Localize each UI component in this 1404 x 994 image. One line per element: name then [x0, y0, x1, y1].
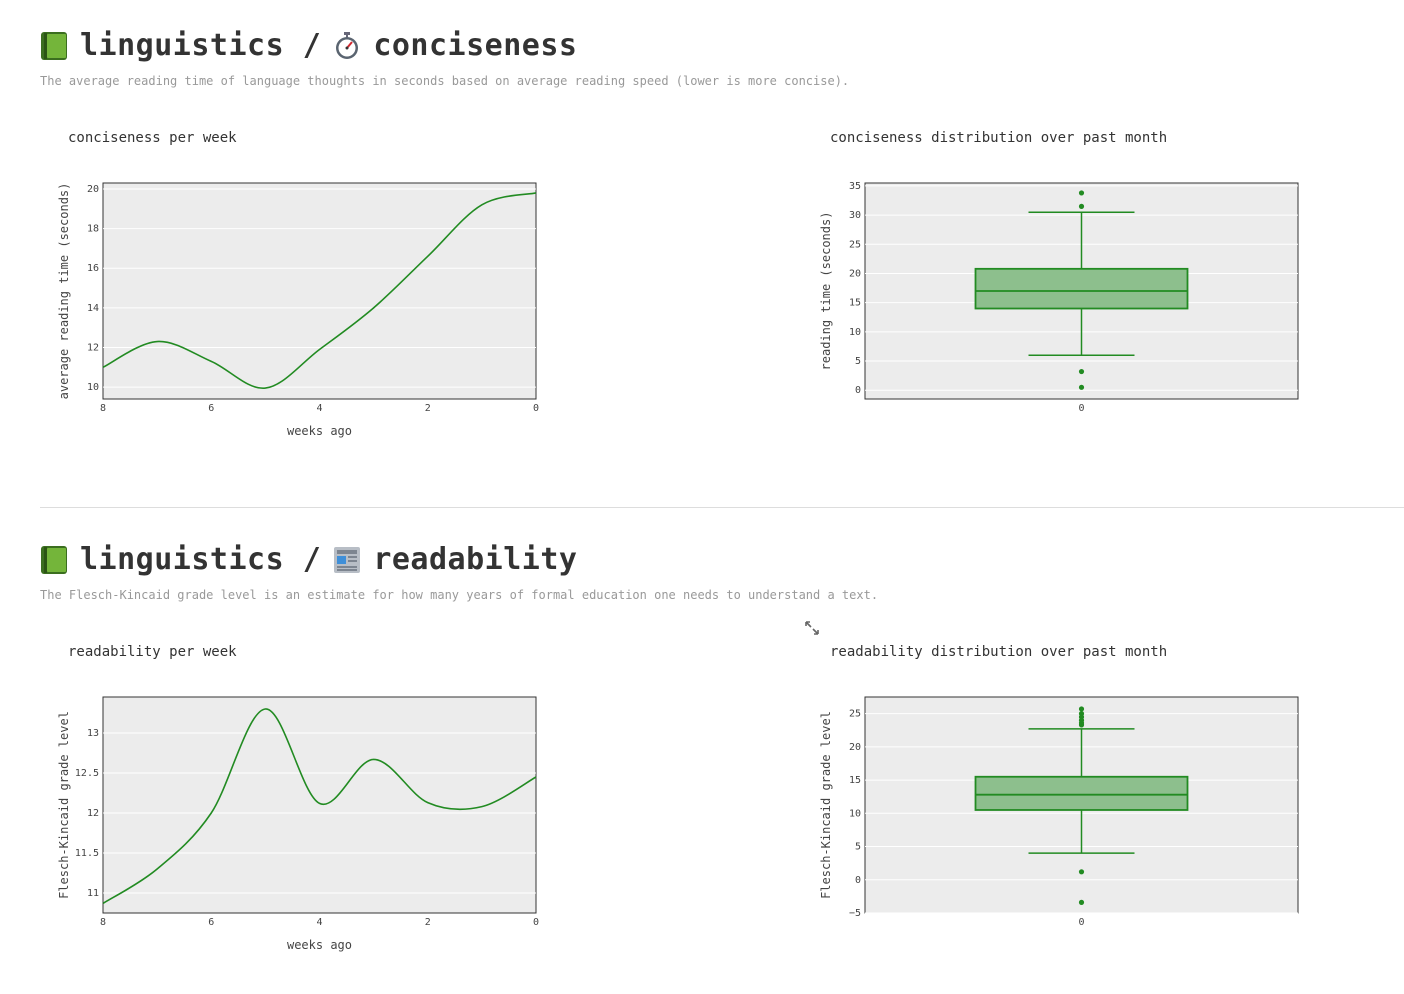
y-axis-label: Flesch-Kincaid grade level — [57, 711, 71, 899]
chart-title: conciseness per week — [68, 130, 237, 146]
outlier-point — [1078, 190, 1085, 196]
section-name: conciseness — [373, 28, 578, 63]
y-tick-label: 10 — [849, 808, 861, 819]
y-tick-label: 16 — [87, 263, 99, 274]
green-book-icon — [41, 545, 67, 574]
x-axis-label: weeks ago — [287, 938, 352, 952]
outlier-point — [1078, 384, 1085, 390]
newspaper-icon — [334, 546, 361, 573]
box — [974, 775, 1189, 811]
y-tick-label: 15 — [849, 298, 861, 309]
y-tick-label: 12.5 — [75, 768, 99, 779]
y-axis-label: Flesch-Kincaid grade level — [819, 711, 833, 899]
section-title: linguistics / readability — [40, 542, 578, 577]
outlier-point — [1078, 869, 1085, 875]
section-prefix: linguistics / — [80, 28, 322, 63]
y-tick-label: 18 — [87, 224, 99, 235]
x-tick-label: 6 — [208, 917, 214, 928]
section-name: readability — [373, 542, 578, 577]
y-axis-label: reading time (seconds) — [819, 212, 833, 371]
series-line — [102, 192, 537, 389]
section-title: linguistics / conciseness — [40, 28, 578, 63]
section-description: The average reading time of language tho… — [40, 74, 850, 88]
y-axis-label: average reading time (seconds) — [57, 183, 71, 400]
x-tick-label: 2 — [425, 917, 431, 928]
x-tick-label: 4 — [316, 917, 322, 928]
y-tick-label: 20 — [849, 268, 861, 279]
outlier-point — [1078, 203, 1085, 209]
x-tick-label: 6 — [208, 403, 214, 414]
x-tick-label: 0 — [1078, 917, 1084, 928]
y-tick-label: 11.5 — [75, 848, 99, 859]
outlier-point — [1078, 368, 1085, 375]
chart-title: readability distribution over past month — [830, 644, 1168, 660]
series-line — [102, 708, 537, 905]
section-description: The Flesch-Kincaid grade level is an est… — [40, 588, 879, 602]
x-tick-label: 8 — [100, 917, 106, 928]
y-tick-label: 10 — [849, 327, 861, 338]
y-tick-label: 12 — [87, 342, 99, 353]
y-tick-label: 14 — [87, 303, 99, 314]
y-tick-label: 11 — [87, 888, 99, 899]
x-axis-label: weeks ago — [287, 424, 352, 438]
x-tick-label: 2 — [425, 403, 431, 414]
y-tick-label: 0 — [855, 875, 861, 886]
y-tick-label: 15 — [849, 775, 861, 786]
y-tick-label: 13 — [87, 728, 99, 739]
plot-area — [102, 696, 537, 914]
stopwatch-icon — [336, 31, 359, 59]
y-tick-label: 5 — [855, 842, 861, 853]
outlier-point — [1078, 722, 1085, 728]
y-tick-label: 30 — [849, 210, 861, 221]
y-tick-label: 10 — [87, 382, 99, 393]
y-tick-label: −5 — [849, 908, 861, 919]
y-tick-label: 20 — [849, 742, 861, 753]
chart-title: readability per week — [68, 644, 237, 660]
green-book-icon — [41, 31, 67, 60]
x-tick-label: 4 — [316, 403, 322, 414]
outlier-point — [1078, 706, 1085, 712]
section-prefix: linguistics / — [80, 542, 322, 577]
y-tick-label: 25 — [849, 709, 861, 720]
section-divider — [40, 507, 1404, 508]
y-tick-label: 25 — [849, 239, 861, 250]
y-tick-label: 0 — [855, 385, 861, 396]
y-tick-label: 5 — [855, 356, 861, 367]
x-tick-label: 0 — [533, 917, 539, 928]
x-tick-label: 0 — [533, 403, 539, 414]
y-tick-label: 20 — [87, 184, 99, 195]
x-tick-label: 0 — [1078, 403, 1084, 414]
x-tick-label: 8 — [100, 403, 106, 414]
plot-area — [102, 182, 537, 400]
chart-title: conciseness distribution over past month — [830, 130, 1168, 146]
y-tick-label: 35 — [849, 181, 861, 192]
y-tick-label: 12 — [87, 808, 99, 819]
outlier-point — [1078, 899, 1085, 905]
box — [974, 267, 1189, 310]
expand-icon[interactable] — [804, 620, 820, 636]
